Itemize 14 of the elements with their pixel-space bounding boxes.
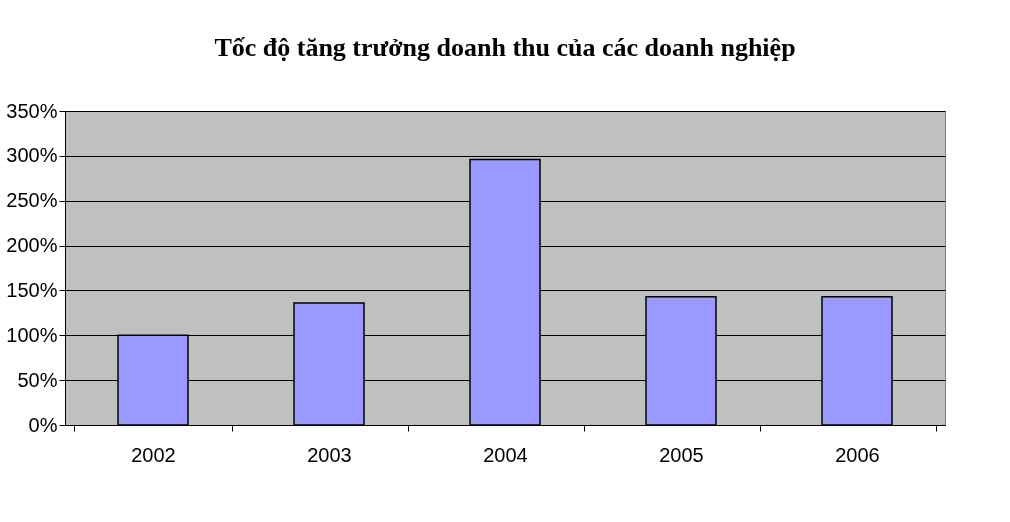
y-tick-label: 150% — [6, 278, 58, 301]
y-tick-label: 300% — [6, 144, 58, 167]
y-tick-label: 200% — [6, 234, 58, 257]
x-tick-label: 2002 — [131, 443, 176, 466]
x-tick-label: 2006 — [835, 443, 880, 466]
x-tick-label: 2005 — [659, 443, 704, 466]
y-tick-label: 250% — [6, 189, 58, 212]
y-tick-label: 50% — [17, 368, 58, 391]
x-tick-label: 2003 — [307, 443, 352, 466]
y-tick-label: 100% — [6, 323, 58, 346]
chart-title: Tốc độ tăng trưởng doanh thu của các doanh nghiệp — [214, 33, 796, 62]
x-tick-label: 2004 — [483, 443, 528, 466]
y-tick-label: 350% — [6, 99, 58, 122]
y-tick-label: 0% — [28, 413, 58, 436]
